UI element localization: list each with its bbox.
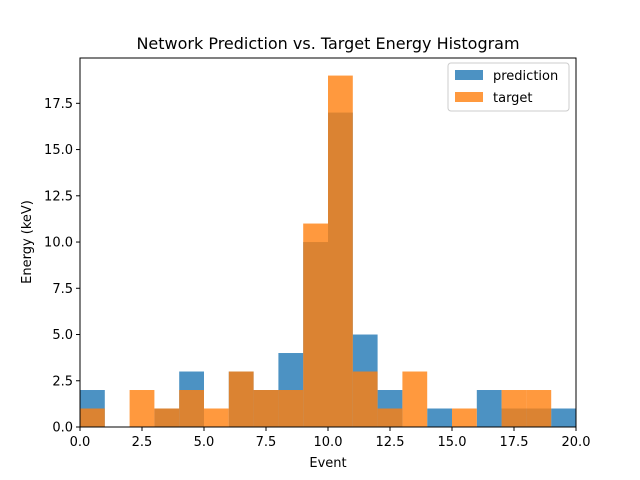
target-bar (204, 408, 229, 427)
y-tick-label: 10.0 (44, 236, 73, 251)
y-tick-label: 15.0 (44, 143, 73, 158)
x-tick-label: 2.5 (132, 435, 153, 450)
x-tick-label: 12.5 (376, 435, 405, 450)
x-axis-label: Event (309, 456, 346, 471)
target-bar (278, 390, 304, 427)
legend-label-prediction: prediction (493, 69, 558, 84)
legend-label-target: target (493, 91, 533, 106)
target-bar (154, 408, 180, 427)
legend: prediction target (447, 62, 570, 112)
y-tick-label: 7.5 (52, 282, 73, 297)
target-bar (179, 390, 204, 427)
legend-swatch-target (455, 92, 483, 102)
target-bar (253, 390, 279, 427)
y-axis-label: Energy (keV) (20, 200, 35, 284)
y-tick-label: 17.5 (44, 97, 73, 112)
x-tick-label: 10.0 (314, 435, 343, 450)
target-bar (80, 408, 105, 427)
target-bars (80, 75, 552, 428)
x-tick-label: 0.0 (70, 435, 91, 450)
y-tick-label: 2.5 (52, 374, 73, 389)
target-bar (328, 75, 353, 428)
target-bar (526, 390, 552, 427)
target-bar (377, 408, 403, 427)
x-axis-ticks: 0.0 2.5 5.0 7.5 10.0 12.5 15.0 17.5 20.0 (70, 427, 591, 450)
x-tick-label: 17.5 (500, 435, 529, 450)
target-bar (452, 408, 477, 427)
y-tick-label: 5.0 (52, 328, 73, 343)
x-tick-label: 5.0 (194, 435, 215, 450)
target-bar (501, 390, 527, 427)
legend-swatch-prediction (455, 70, 483, 80)
x-tick-label: 20.0 (562, 435, 591, 450)
prediction-bar (476, 390, 502, 427)
y-tick-label: 0.0 (52, 421, 73, 436)
prediction-bar (551, 408, 576, 427)
chart-title: Network Prediction vs. Target Energy His… (136, 34, 519, 53)
y-axis-ticks: 0.0 2.5 5.0 7.5 10.0 12.5 15.0 17.5 (44, 97, 80, 436)
prediction-bar (427, 408, 452, 427)
target-bar (129, 390, 155, 427)
y-tick-label: 12.5 (44, 189, 73, 204)
target-bar (303, 223, 328, 427)
target-bar (228, 371, 254, 427)
target-bar (402, 371, 428, 427)
x-tick-label: 7.5 (256, 435, 277, 450)
x-tick-label: 15.0 (438, 435, 467, 450)
target-bar (352, 371, 378, 427)
